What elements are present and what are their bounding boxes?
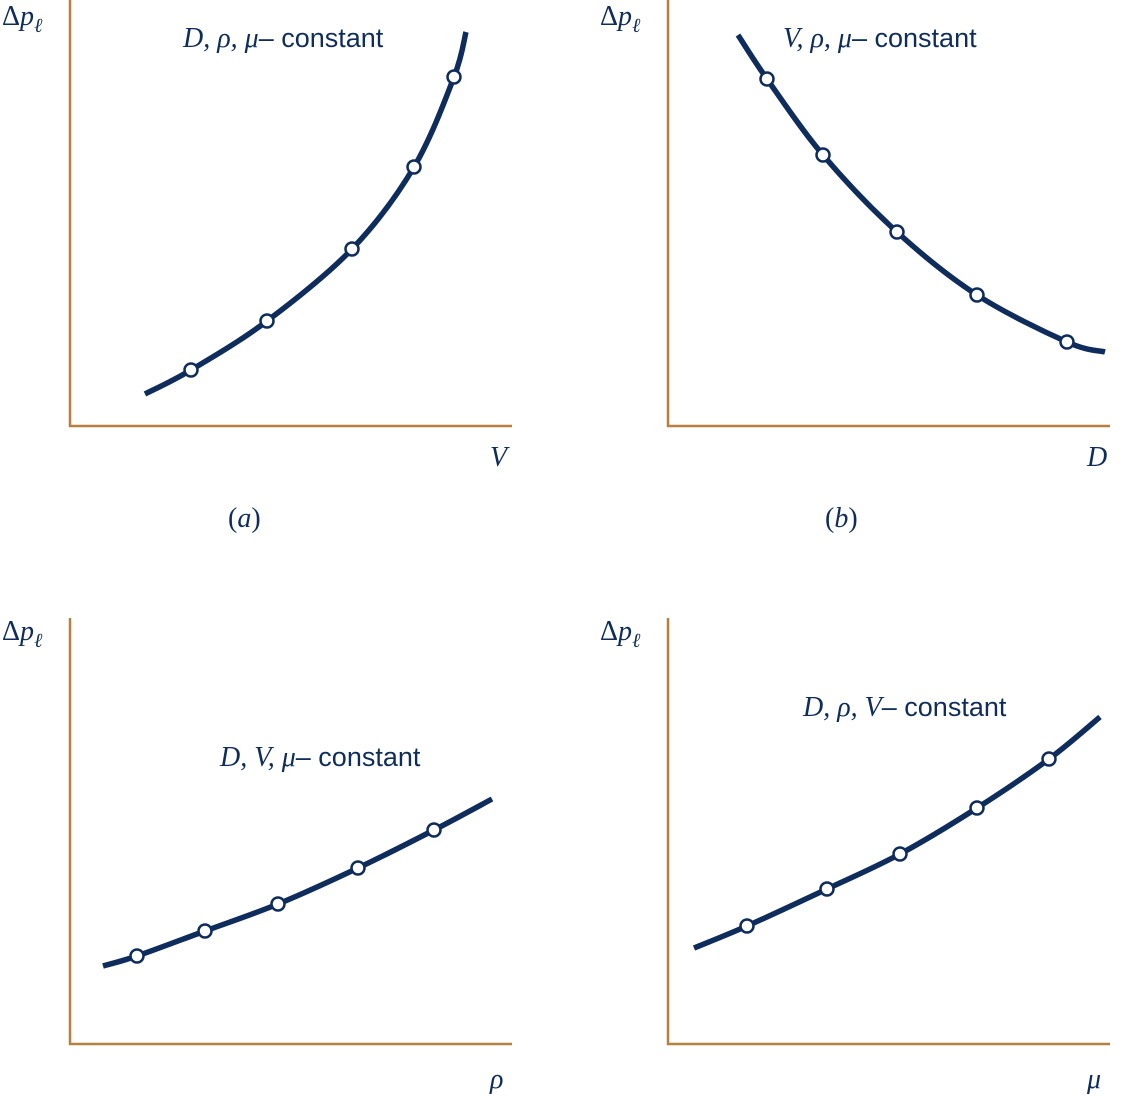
point [197,923,213,939]
axes [666,618,1110,1046]
note-text: – constant [882,692,1007,722]
y-label: Δpℓ [2,1,43,37]
panel-c: Δpℓ D, V, μ– constant ρ [2,616,512,1095]
y-label-var: p [616,616,632,647]
axes [666,0,1110,428]
y-label-var: p [18,616,34,647]
points [129,822,442,964]
curve [735,33,1106,355]
curve [692,714,1102,951]
caption-letter: b [834,503,848,534]
caption-open: ( [228,503,237,534]
point [259,313,275,329]
point [426,822,442,838]
note-vars: D, ρ, μ [182,23,259,54]
points [739,751,1057,934]
x-label: D [1086,442,1107,473]
point [406,159,422,175]
point [759,71,775,87]
x-label: V [490,442,510,473]
axes [68,618,512,1046]
point [889,224,905,240]
point [270,896,286,912]
caption-letter: a [237,503,251,534]
points [183,69,462,378]
point [739,918,755,934]
note-vars: D, ρ, V [802,692,885,723]
point [969,287,985,303]
point [892,846,908,862]
points [759,71,1075,350]
note: D, ρ, V– constant [802,692,1007,723]
y-label: Δpℓ [2,616,43,652]
point [129,948,145,964]
point [183,362,199,378]
y-label-delta: Δ [2,1,20,32]
note-vars: D, V, μ [219,742,296,773]
y-label: Δpℓ [600,1,641,37]
note: D, V, μ– constant [219,742,421,773]
point [815,147,831,163]
point [344,241,360,257]
caption-close: ) [251,503,260,534]
curve [143,31,469,397]
x-label: μ [1086,1064,1101,1095]
y-label-sub: ℓ [34,15,43,37]
point [350,860,366,876]
note: V, ρ, μ– constant [783,23,977,54]
panel-b: Δpℓ V, ρ, μ– constant D (b) [600,0,1110,534]
y-label-delta: Δ [2,616,20,647]
panel-a: Δpℓ D, ρ, μ– constant V (a) [2,0,512,534]
note-text: – constant [296,742,421,772]
point [969,800,985,816]
note: D, ρ, μ– constant [182,23,384,54]
y-label-sub: ℓ [632,630,641,652]
x-label: ρ [489,1064,503,1095]
axes [68,0,512,428]
y-label-delta: Δ [600,616,618,647]
y-label-var: p [18,1,34,32]
caption: (b) [825,503,858,534]
y-label-delta: Δ [600,1,618,32]
point [819,881,835,897]
note-text: – constant [852,23,977,53]
note-vars: V, ρ, μ [783,23,852,54]
caption-open: ( [825,503,834,534]
y-label-sub: ℓ [632,15,641,37]
y-label-var: p [616,1,632,32]
point [446,69,462,85]
point [1059,334,1075,350]
panel-d: Δpℓ D, ρ, V– constant μ [600,616,1110,1095]
note-text: – constant [259,23,384,53]
caption-close: ) [848,503,857,534]
y-label-sub: ℓ [34,630,43,652]
caption: (a) [228,503,261,534]
point [1041,751,1057,767]
y-label: Δpℓ [600,616,641,652]
